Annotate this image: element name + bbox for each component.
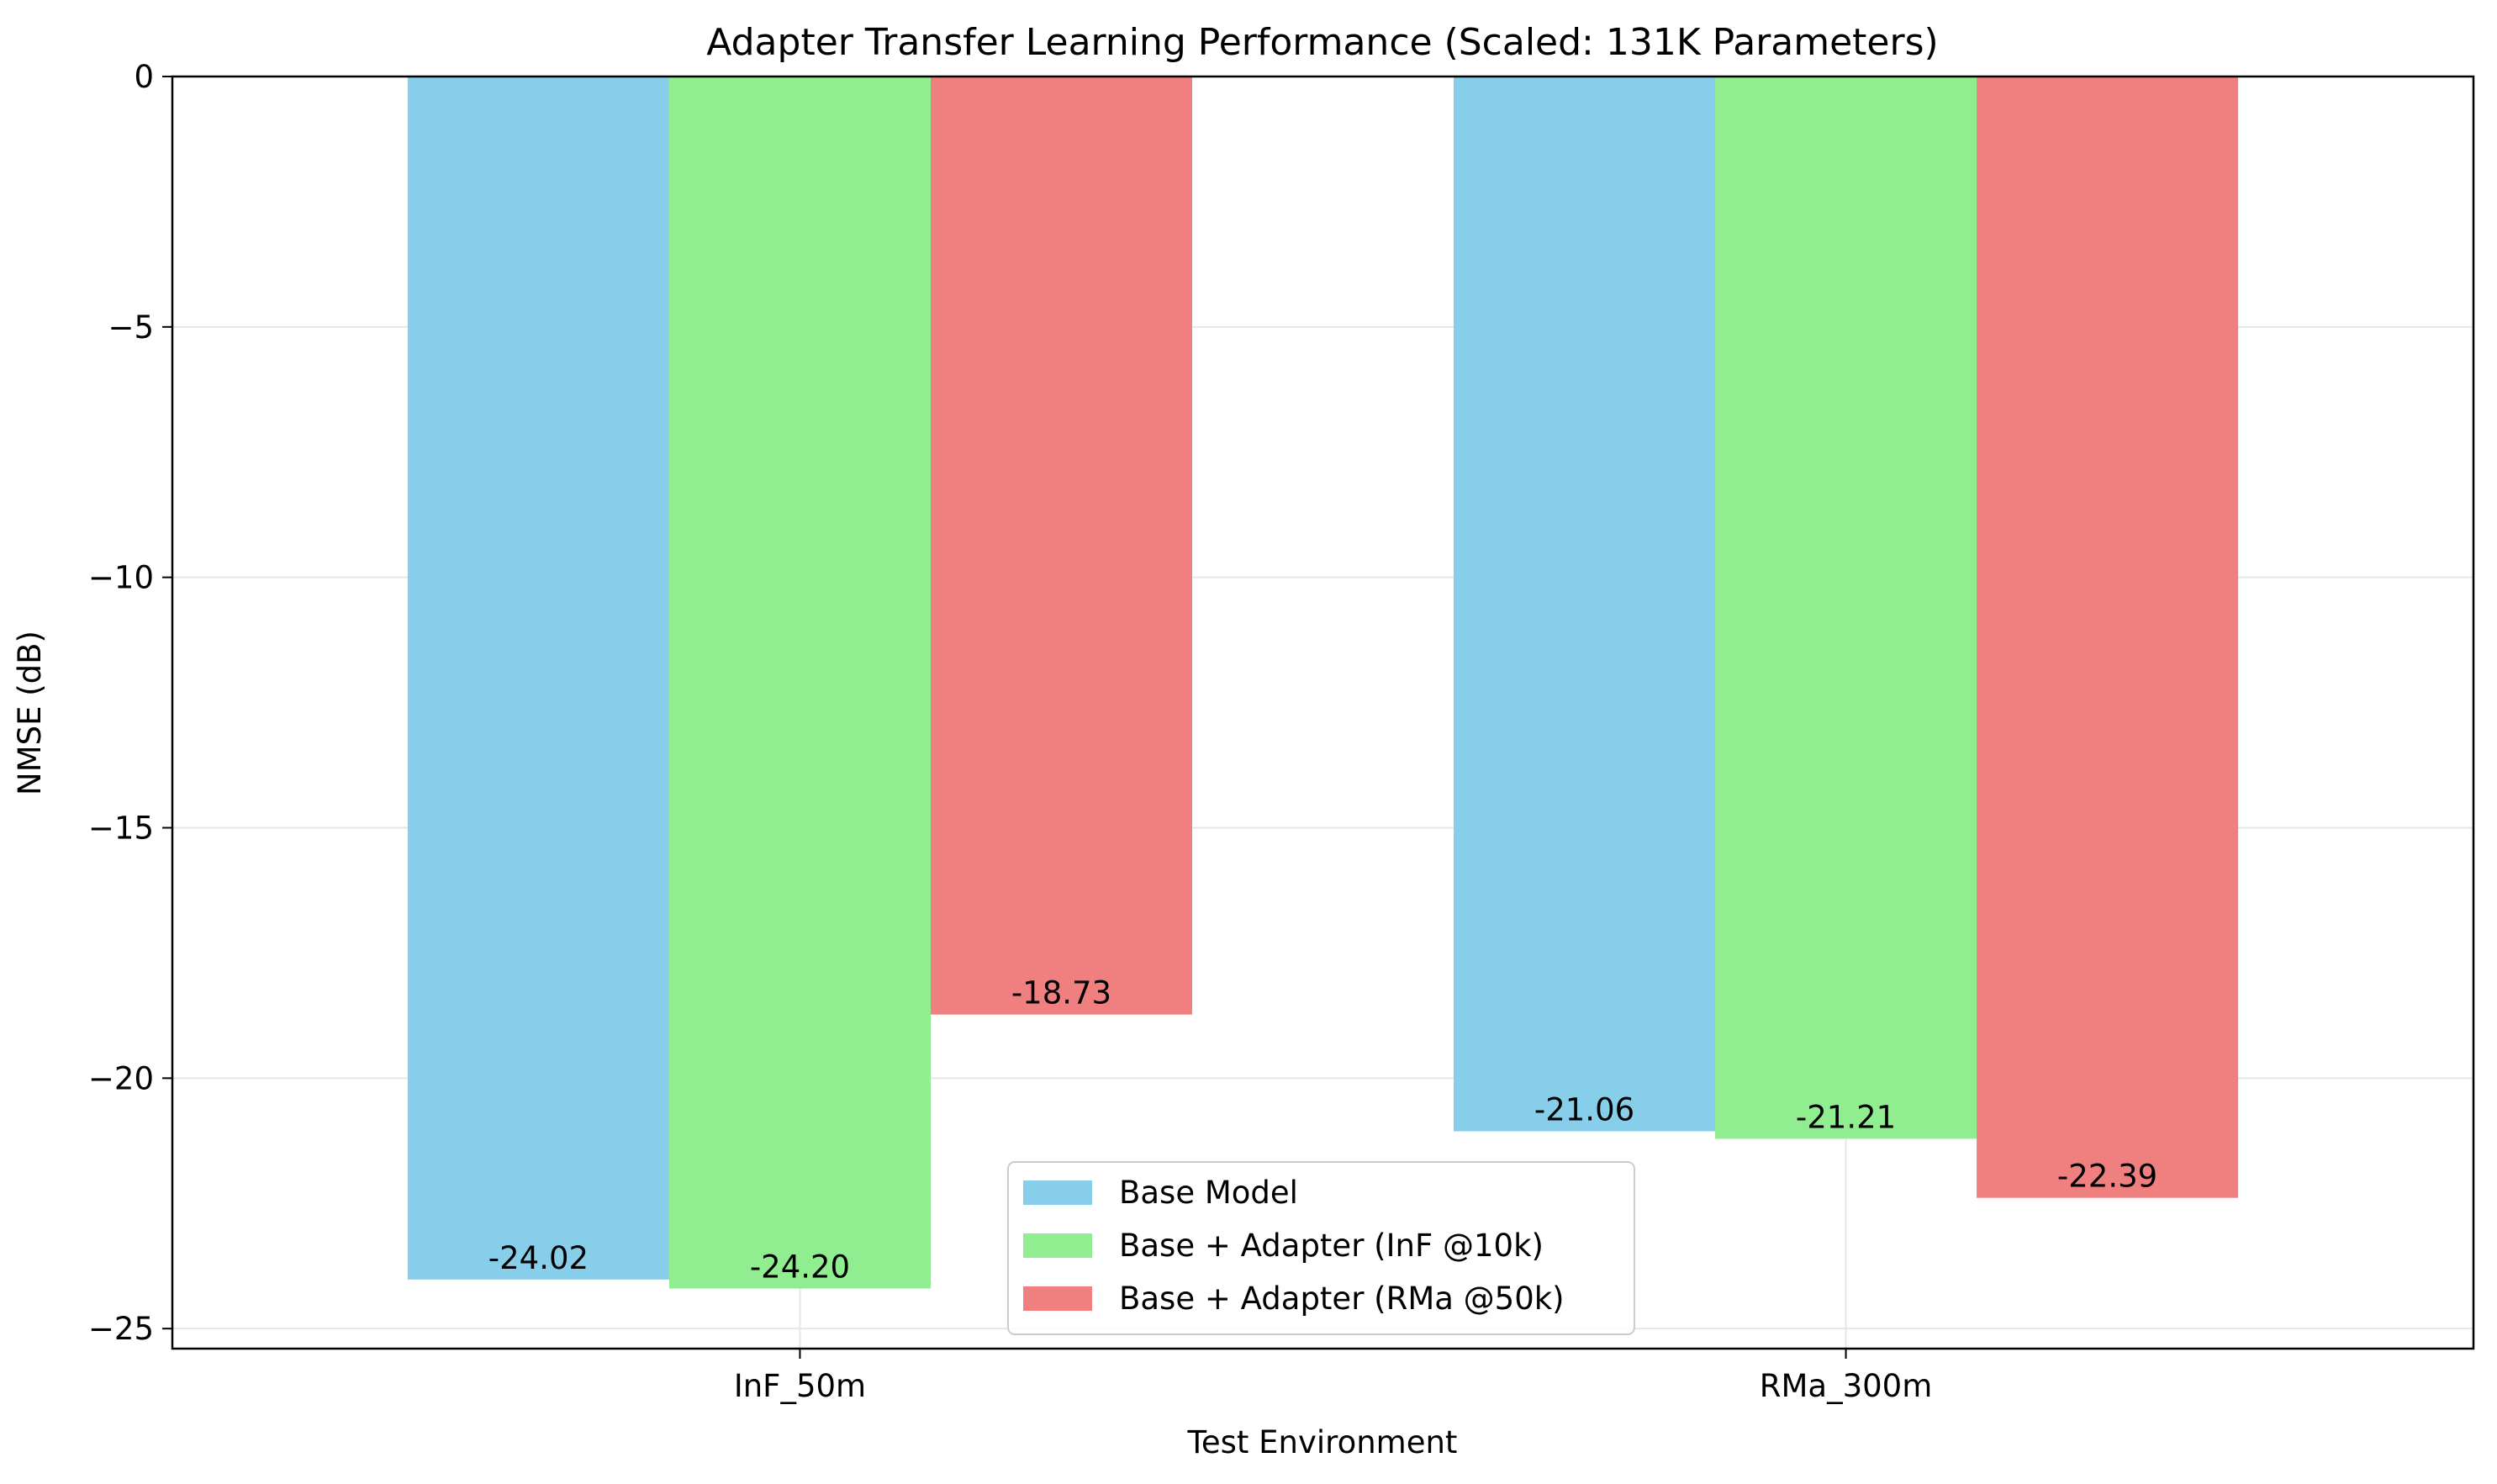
y-tick-label: 0 (134, 59, 154, 95)
legend-swatch (1023, 1286, 1092, 1311)
y-axis-label: NMSE (dB) (12, 631, 48, 795)
bar-value-label: -24.02 (488, 1240, 589, 1276)
y-tick-label: −25 (88, 1311, 154, 1347)
bar (930, 77, 1192, 1015)
x-tick-label: InF_50m (734, 1368, 866, 1404)
y-tick-label: −20 (88, 1060, 154, 1096)
bar (1454, 77, 1716, 1132)
bar-value-label: -24.20 (750, 1249, 850, 1286)
chart-title: Adapter Transfer Learning Performance (S… (706, 21, 1938, 64)
y-tick-label: −15 (88, 811, 154, 847)
bar-value-label: -21.06 (1534, 1091, 1634, 1128)
x-tick-label: RMa_300m (1760, 1368, 1932, 1404)
bar-value-label: -18.73 (1011, 975, 1111, 1011)
bar (1977, 77, 2239, 1198)
legend-swatch (1023, 1233, 1092, 1258)
x-axis-label: Test Environment (1187, 1424, 1458, 1460)
y-tick-label: −10 (88, 560, 154, 596)
legend-entry: Base + Adapter (InF @10k) (1119, 1228, 1544, 1264)
y-axis: 0 −5 −10 −15 −20 −25 (88, 59, 172, 1347)
bar-value-label: -22.39 (2057, 1159, 2157, 1195)
y-tick-label: −5 (108, 309, 154, 346)
data-labels: -24.02 -21.06 -24.20 -21.21 -18.73 -22.39 (488, 975, 2157, 1286)
legend: Base Model Base + Adapter (InF @10k) Base … (1007, 1161, 1635, 1335)
bar-value-label: -21.21 (1796, 1099, 1896, 1135)
legend-box (1007, 1161, 1635, 1335)
bars (407, 77, 2239, 1289)
bar (407, 77, 669, 1280)
bar (1715, 77, 1977, 1139)
bar (668, 77, 931, 1289)
plot-frame (171, 75, 2475, 1350)
x-axis: InF_50m RMa_300m (734, 1349, 1932, 1404)
legend-entry: Base + Adapter (RMa @50k) (1119, 1281, 1565, 1317)
legend-entry: Base Model (1119, 1175, 1298, 1211)
legend-swatch (1023, 1180, 1092, 1205)
